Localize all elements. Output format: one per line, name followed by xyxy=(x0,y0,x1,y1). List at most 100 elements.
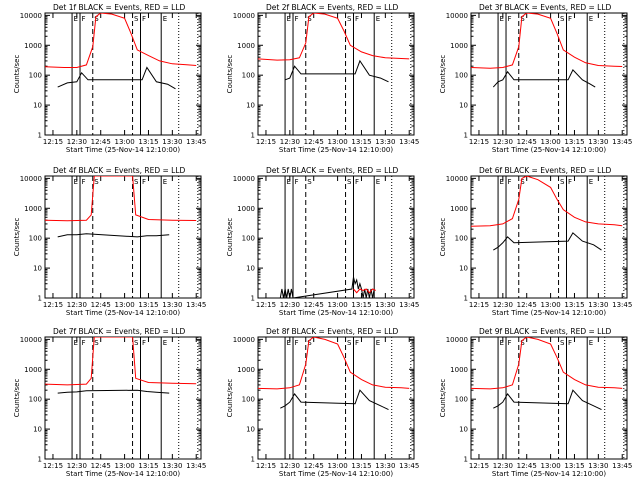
marker-label: E xyxy=(163,178,167,186)
x-tick-label: 13:45 xyxy=(399,138,419,146)
marker-label: E xyxy=(74,178,78,186)
x-tick-label: 12:45 xyxy=(517,301,537,309)
x-tick-label: 12:30 xyxy=(67,301,87,309)
plot-title: Det 9f BLACK = Events, RED = LLD xyxy=(479,327,612,336)
series-line-red xyxy=(471,176,623,227)
y-tick-label: 10000 xyxy=(233,12,255,20)
y-tick-label: 1 xyxy=(464,132,468,140)
plot-panel-7: Det 7f BLACK = Events, RED = LLD 1 10 100 10… xyxy=(13,327,206,478)
series-line-black xyxy=(279,276,375,298)
y-axis-label: Counts/sec xyxy=(13,379,21,418)
marker-label: E xyxy=(500,339,504,347)
plot-panel-3: Det 3f BLACK = Events, RED = LLD 1 10 100 10… xyxy=(439,3,632,154)
x-tick-label: 13:00 xyxy=(114,301,134,309)
y-tick-label: 100 xyxy=(455,72,468,80)
x-tick-label: 12:30 xyxy=(280,462,300,470)
series-line-red xyxy=(353,288,377,294)
x-tick-label: 12:30 xyxy=(67,462,87,470)
y-tick-label: 1000 xyxy=(237,42,255,50)
x-tick-label: 12:30 xyxy=(493,138,513,146)
marker-label: E xyxy=(376,15,380,23)
marker-label: S xyxy=(134,178,139,186)
x-tick-label: 13:45 xyxy=(612,462,632,470)
marker-label: E xyxy=(287,178,291,186)
y-axis-label: Counts/sec xyxy=(226,55,234,94)
series-line-red xyxy=(45,13,197,68)
marker-label: E xyxy=(287,339,291,347)
x-tick-label: 12:30 xyxy=(280,301,300,309)
x-tick-label: 13:00 xyxy=(540,301,560,309)
x-tick-label: 13:45 xyxy=(186,301,206,309)
series-line-black xyxy=(57,233,170,238)
x-tick-label: 12:15 xyxy=(469,138,489,146)
x-tick-label: 13:15 xyxy=(138,301,158,309)
y-tick-label: 1000 xyxy=(24,205,42,213)
x-tick-label: 12:45 xyxy=(304,138,324,146)
y-axis-label: Counts/sec xyxy=(13,218,21,257)
marker-label: S xyxy=(560,339,565,347)
marker-label: S xyxy=(94,339,99,347)
y-tick-label: 10000 xyxy=(446,175,468,183)
y-tick-label: 1 xyxy=(38,295,42,303)
y-tick-label: 100 xyxy=(242,396,255,404)
series-line-black xyxy=(492,69,596,88)
marker-label: S xyxy=(134,15,139,23)
marker-label: F xyxy=(82,339,86,347)
y-tick-label: 10 xyxy=(459,265,468,273)
x-tick-label: 12:45 xyxy=(91,462,111,470)
marker-label: F xyxy=(295,339,299,347)
plot-frame xyxy=(470,336,628,460)
y-tick-label: 100 xyxy=(242,72,255,80)
y-tick-label: 1000 xyxy=(450,366,468,374)
marker-label: F xyxy=(295,178,299,186)
marker-label: S xyxy=(94,15,99,23)
y-tick-label: 10000 xyxy=(446,12,468,20)
plot-frame xyxy=(44,175,202,299)
y-tick-label: 1 xyxy=(251,295,255,303)
x-tick-label: 12:45 xyxy=(304,462,324,470)
x-tick-label: 13:15 xyxy=(351,138,371,146)
marker-label: S xyxy=(520,178,525,186)
plot-title: Det 1f BLACK = Events, RED = LLD xyxy=(53,3,186,12)
x-tick-label: 13:45 xyxy=(186,462,206,470)
x-tick-label: 13:15 xyxy=(138,138,158,146)
marker-label: E xyxy=(589,15,593,23)
x-tick-label: 13:30 xyxy=(375,301,395,309)
plot-frame xyxy=(257,12,415,136)
x-tick-label: 12:30 xyxy=(493,301,513,309)
series-line-black xyxy=(57,389,170,394)
x-tick-label: 13:00 xyxy=(540,462,560,470)
marker-label: E xyxy=(589,178,593,186)
y-tick-label: 1 xyxy=(251,132,255,140)
x-tick-label: 13:15 xyxy=(138,462,158,470)
marker-label: F xyxy=(568,15,572,23)
x-tick-label: 13:00 xyxy=(114,462,134,470)
x-axis-label: Start Time (25-Nov-14 12:10:00) xyxy=(279,146,393,154)
series-group xyxy=(258,337,410,411)
y-tick-label: 1 xyxy=(464,456,468,464)
x-tick-label: 12:15 xyxy=(469,301,489,309)
x-tick-label: 12:45 xyxy=(304,301,324,309)
x-tick-label: 13:30 xyxy=(375,138,395,146)
marker-label: E xyxy=(163,15,167,23)
y-tick-label: 1000 xyxy=(237,366,255,374)
series-line-black xyxy=(57,66,176,90)
x-tick-label: 13:15 xyxy=(564,462,584,470)
y-tick-label: 100 xyxy=(455,235,468,243)
y-tick-label: 10 xyxy=(33,265,42,273)
series-line-black xyxy=(493,232,602,251)
x-tick-label: 12:15 xyxy=(43,301,63,309)
plot-panel-2: Det 2f BLACK = Events, RED = LLD 1 10 100 10… xyxy=(226,3,419,154)
x-tick-label: 13:30 xyxy=(375,462,395,470)
plot-title: Det 5f BLACK = Events, RED = LLD xyxy=(266,166,399,175)
plot-title: Det 2f BLACK = Events, RED = LLD xyxy=(266,3,399,12)
x-tick-label: 12:45 xyxy=(91,301,111,309)
marker-label: F xyxy=(355,339,359,347)
plot-title: Det 4f BLACK = Events, RED = LLD xyxy=(53,166,186,175)
y-axis-label: Counts/sec xyxy=(226,218,234,257)
series-group xyxy=(45,337,197,394)
x-tick-label: 13:00 xyxy=(327,462,347,470)
y-tick-label: 1000 xyxy=(450,42,468,50)
x-tick-label: 12:15 xyxy=(43,462,63,470)
y-tick-label: 10000 xyxy=(446,336,468,344)
